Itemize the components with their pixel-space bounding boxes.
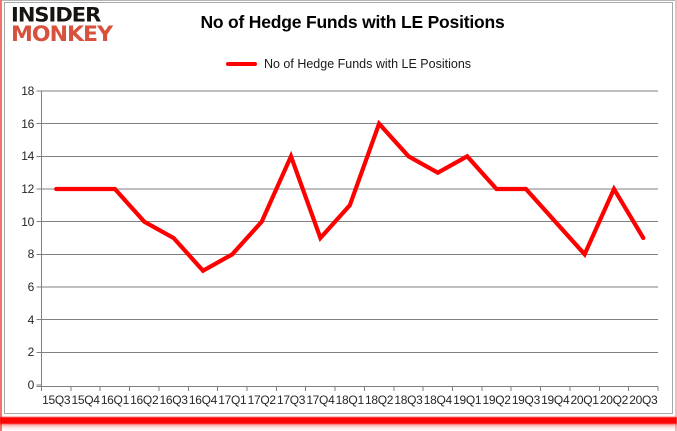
y-axis-tick-label: 8 (27, 247, 35, 262)
x-axis-tick-label: 16Q4 (188, 393, 218, 407)
x-axis-tick-label: 19Q1 (453, 393, 482, 407)
y-axis-tick-label: 12 (21, 182, 34, 196)
x-axis-tick-label: 18Q1 (335, 393, 364, 407)
x-axis-tick-label: 15Q4 (71, 393, 100, 407)
chart-legend: No of Hedge Funds with LE Positions (10, 57, 677, 71)
axes-group (36, 90, 659, 391)
x-axis-tick-label: 17Q3 (276, 393, 306, 407)
x-axis-tick-label: 18Q4 (423, 393, 452, 407)
y-axis-tick-label: 2 (27, 345, 35, 360)
x-axis-tick-label: 20Q2 (599, 393, 629, 407)
x-axis-tick-label: 17Q2 (247, 393, 276, 407)
insider-monkey-logo: INSIDER MONKEY (11, 4, 113, 48)
y-axis-tick-label: 18 (21, 84, 34, 98)
x-axis-tick-label: 19Q3 (511, 393, 540, 407)
frame-right-accent (675, 0, 677, 431)
y-axis-tick-label: 16 (21, 116, 34, 131)
x-axis-tick-label: 20Q1 (570, 393, 599, 407)
series-line (54, 119, 646, 274)
x-axis-tick-label: 20Q3 (629, 393, 658, 407)
frame-left-accent (0, 0, 2, 431)
x-axis-tick-label: 16Q1 (100, 393, 129, 407)
x-axis-tick-label: 16Q3 (159, 393, 188, 407)
chart-border (4, 2, 673, 414)
accent-bottom-bar (0, 417, 677, 424)
logo-monkey-text: MONKEY (11, 23, 113, 48)
y-axis-tick-label: 14 (21, 149, 34, 164)
y-axis-tick-label: 4 (27, 312, 35, 327)
x-axis-tick-label: 15Q3 (42, 393, 71, 407)
legend-series-label: No of Hedge Funds with LE Positions (263, 57, 472, 71)
y-axis-tick-label: 6 (27, 280, 35, 294)
x-axis-tick-label: 16Q2 (130, 393, 159, 407)
x-axis-tick-label: 18Q2 (365, 393, 394, 407)
logo-insider-text: INSIDER (11, 4, 101, 27)
x-axis-tick-label: 17Q1 (218, 393, 247, 407)
y-axis-tick-label: 10 (21, 214, 34, 229)
legend-line-swatch-icon (225, 62, 257, 66)
y-axis-tick-label: 0 (27, 378, 35, 392)
x-axis-tick-label: 18Q3 (394, 393, 423, 407)
x-axis-tick-label: 17Q4 (306, 393, 335, 407)
x-axis-tick-label: 19Q4 (541, 393, 570, 407)
frame-top-border (2, 0, 675, 1)
gridlines-group (41, 90, 658, 353)
chart-title: No of Hedge Funds with LE Positions (200, 12, 505, 32)
x-axis-tick-label: 19Q2 (482, 393, 511, 407)
